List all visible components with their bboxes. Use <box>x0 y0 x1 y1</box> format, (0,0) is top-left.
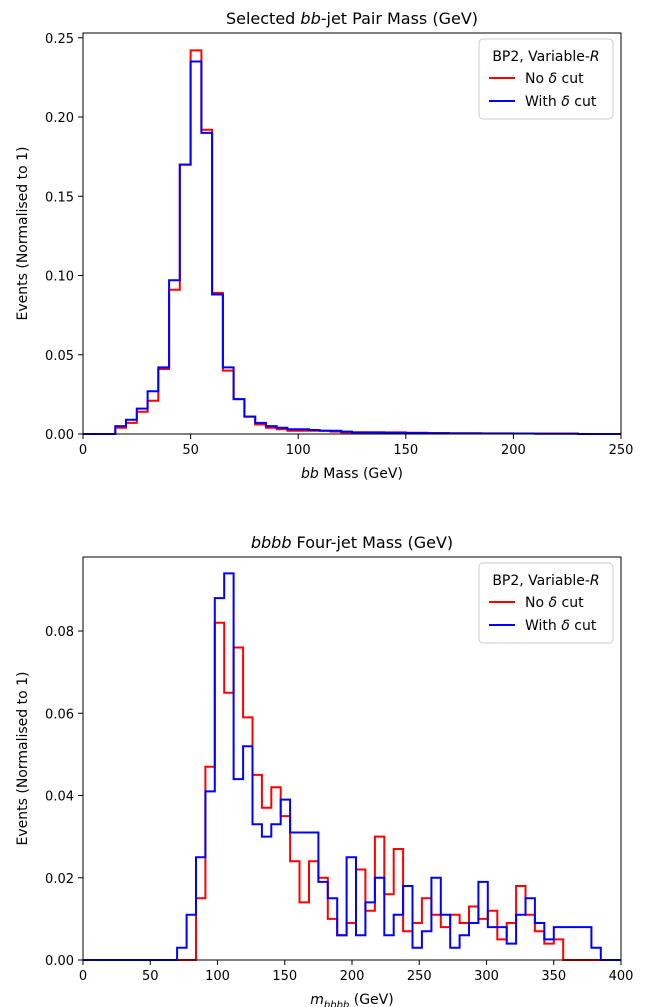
x-tick-label: 0 <box>79 969 87 984</box>
y-tick-label: 0.10 <box>45 270 74 285</box>
x-tick-label: 0 <box>79 443 87 458</box>
y-tick-label: 0.00 <box>45 428 74 443</box>
plot-frame <box>82 32 622 435</box>
y-axis-label: Events (Normalised to 1) <box>15 672 31 846</box>
y-tick-label: 0.04 <box>45 790 74 805</box>
y-tick-label: 0.08 <box>45 625 74 640</box>
x-tick-label: 150 <box>393 443 418 458</box>
y-tick-label: 0.00 <box>45 954 74 969</box>
legend-entry-label: With δ cut <box>525 618 597 634</box>
series-line-with-delta-cut <box>83 572 621 961</box>
y-tick-label: 0.20 <box>45 111 74 126</box>
x-tick-label: 200 <box>340 969 365 984</box>
y-axis-label: Events (Normalised to 1) <box>15 147 31 321</box>
series-line-no-delta-cut <box>83 621 621 961</box>
legend-title: BP2, Variable-R <box>492 573 599 589</box>
x-tick-label: 200 <box>501 443 526 458</box>
legend-entry-label: No δ cut <box>525 71 584 87</box>
chart-bbbb-four-jet-mass: bbbb Four-jet Mass (GeV) 0 50 100 150 200 250 3… <box>15 533 633 1007</box>
x-tick-label: 250 <box>609 443 634 458</box>
chart-bb-pair-mass: Selected bb-jet Pair Mass (GeV) 0 50 100 150… <box>15 9 633 482</box>
legend-entry-label: No δ cut <box>525 595 584 611</box>
legend-box <box>478 38 614 120</box>
x-tick-label: 50 <box>142 969 159 984</box>
chart-title: Selected bb-jet Pair Mass (GeV) <box>226 9 478 28</box>
x-tick-label: 100 <box>205 969 230 984</box>
x-axis-label: bb Mass (GeV) <box>301 466 403 482</box>
legend-box <box>478 562 614 644</box>
legend-title: BP2, Variable-R <box>492 49 599 65</box>
x-tick-label: 350 <box>541 969 566 984</box>
y-tick-label: 0.05 <box>45 349 74 364</box>
y-tick-label: 0.15 <box>45 190 74 205</box>
x-axis-label: mbbbb (GeV) <box>310 992 393 1007</box>
x-tick-label: 100 <box>286 443 311 458</box>
legend-entry-label: With δ cut <box>525 94 597 110</box>
x-tick-label: 50 <box>182 443 199 458</box>
y-tick-label: 0.02 <box>45 872 74 887</box>
chart-title: bbbb Four-jet Mass (GeV) <box>251 533 453 552</box>
x-tick-label: 250 <box>407 969 432 984</box>
y-tick-label: 0.06 <box>45 707 74 722</box>
legend: BP2, Variable-R No δ cut With δ cut <box>478 38 614 120</box>
x-tick-label: 400 <box>609 969 634 984</box>
legend: BP2, Variable-R No δ cut With δ cut <box>478 562 614 644</box>
x-tick-label: 300 <box>474 969 499 984</box>
x-tick-label: 150 <box>272 969 297 984</box>
y-tick-label: 0.25 <box>45 32 74 47</box>
